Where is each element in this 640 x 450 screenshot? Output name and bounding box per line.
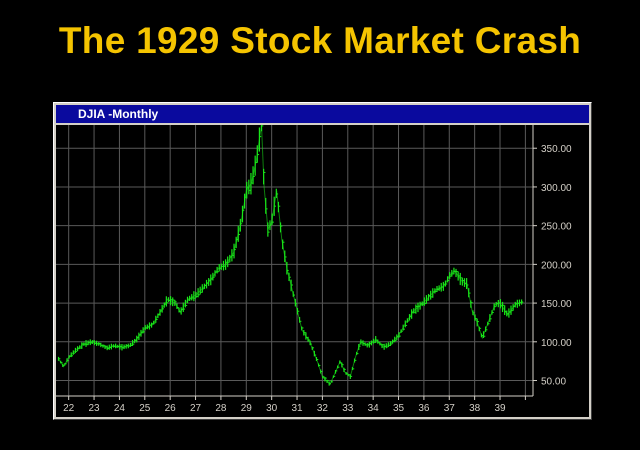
djia-chart: 50.00 100.00 150.00 200.00 250.00 300.00 350.0… xyxy=(56,125,589,417)
x-tick-label: 33 xyxy=(342,403,354,414)
y-tick-label: 250.00 xyxy=(541,222,572,233)
x-tick-label: 38 xyxy=(469,403,481,414)
x-tick-label: 37 xyxy=(444,403,456,414)
y-tick-label: 350.00 xyxy=(541,144,572,155)
slide-title: The 1929 Stock Market Crash xyxy=(58,20,582,61)
x-axis-ticks: 22 23 24 25 26 27 28 29 30 31 32 33 34 35 36 37 38 39 xyxy=(63,396,526,414)
x-tick-label: 27 xyxy=(190,403,202,414)
y-tick-label: 200.00 xyxy=(541,260,572,271)
x-tick-label: 29 xyxy=(241,403,253,414)
y-tick-label: 150.00 xyxy=(541,299,572,310)
x-tick-label: 32 xyxy=(317,403,329,414)
x-tick-label: 36 xyxy=(418,403,430,414)
y-tick-label: 300.00 xyxy=(541,183,572,194)
series-line xyxy=(58,125,524,386)
x-tick-label: 39 xyxy=(494,403,506,414)
y-tick-label: 50.00 xyxy=(541,377,566,388)
x-tick-label: 31 xyxy=(291,403,303,414)
x-tick-label: 23 xyxy=(88,403,100,414)
chart-window: DJIA -Monthly 50.00 100.00 150.00 200.00 250… xyxy=(53,102,592,420)
x-tick-label: 22 xyxy=(63,403,75,414)
chart-series xyxy=(57,125,524,386)
chart-grid xyxy=(56,125,533,396)
x-tick-label: 35 xyxy=(393,403,405,414)
chart-window-titlebar[interactable]: DJIA -Monthly xyxy=(56,105,589,123)
x-tick-label: 28 xyxy=(215,403,227,414)
x-tick-label: 24 xyxy=(114,403,126,414)
x-tick-label: 25 xyxy=(139,403,151,414)
x-tick-label: 30 xyxy=(266,403,278,414)
y-axis-ticks: 50.00 100.00 150.00 200.00 250.00 300.00 350.0… xyxy=(533,144,572,388)
x-tick-label: 26 xyxy=(165,403,177,414)
y-tick-label: 100.00 xyxy=(541,338,572,349)
chart-window-title: DJIA -Monthly xyxy=(78,107,159,121)
x-tick-label: 34 xyxy=(368,403,380,414)
